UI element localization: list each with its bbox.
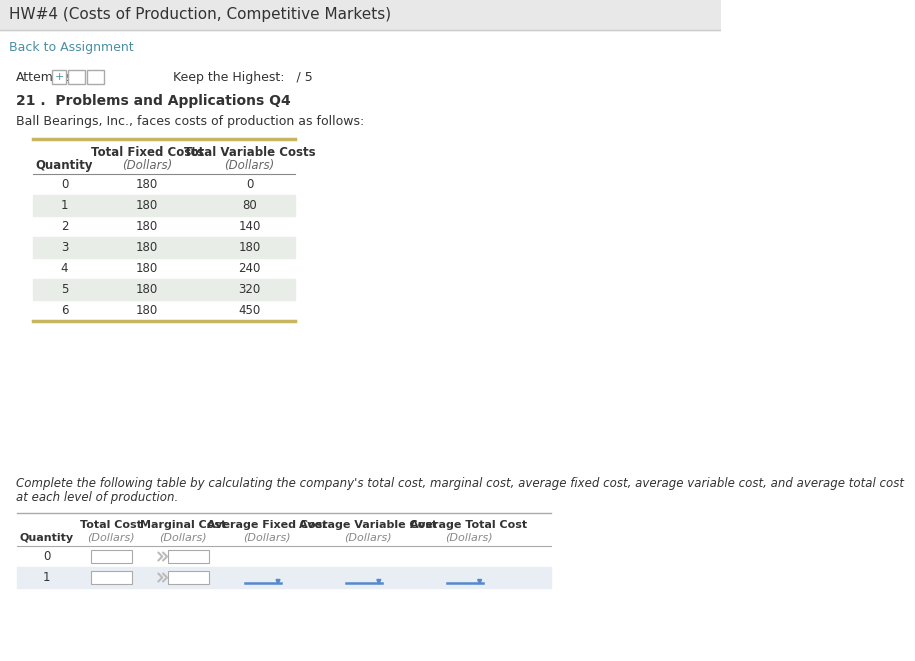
Text: Total Fixed Costs: Total Fixed Costs <box>91 145 204 159</box>
Bar <box>87 70 104 84</box>
Text: 0: 0 <box>246 178 253 191</box>
Text: 450: 450 <box>239 304 261 317</box>
Text: Quantity: Quantity <box>20 533 74 543</box>
Text: 21 .  Problems and Applications Q4: 21 . Problems and Applications Q4 <box>16 94 290 108</box>
Text: Complete the following table by calculating the company's total cost, marginal c: Complete the following table by calculat… <box>16 477 904 490</box>
Text: Quantity: Quantity <box>36 159 93 173</box>
Text: 180: 180 <box>136 199 158 212</box>
Text: Total Cost: Total Cost <box>81 520 142 530</box>
Text: (Dollars): (Dollars) <box>87 533 135 543</box>
Text: Ball Bearings, Inc., faces costs of production as follows:: Ball Bearings, Inc., faces costs of prod… <box>16 114 364 128</box>
Bar <box>167 571 209 584</box>
Text: Back to Assignment: Back to Assignment <box>9 42 135 54</box>
Bar <box>91 571 132 584</box>
Bar <box>68 70 85 84</box>
Text: at each level of production.: at each level of production. <box>16 492 178 504</box>
Text: 0: 0 <box>43 550 50 563</box>
Polygon shape <box>377 580 381 584</box>
Text: (Dollars): (Dollars) <box>122 159 172 173</box>
Polygon shape <box>478 580 481 584</box>
Text: 240: 240 <box>239 262 261 275</box>
Text: Keep the Highest:   / 5: Keep the Highest: / 5 <box>173 71 313 83</box>
Text: 5: 5 <box>61 283 69 296</box>
Text: Average Total Cost: Average Total Cost <box>410 520 527 530</box>
Text: 80: 80 <box>242 199 257 212</box>
Text: 180: 180 <box>136 241 158 254</box>
Text: 180: 180 <box>239 241 261 254</box>
Text: Average Fixed Cost: Average Fixed Cost <box>207 520 328 530</box>
Text: (Dollars): (Dollars) <box>344 533 392 543</box>
Text: 180: 180 <box>136 220 158 233</box>
Text: (Dollars): (Dollars) <box>224 159 274 173</box>
Text: 180: 180 <box>136 304 158 317</box>
Bar <box>52 70 66 84</box>
Text: Average Variable Cost: Average Variable Cost <box>298 520 436 530</box>
Text: HW#4 (Costs of Production, Competitive Markets): HW#4 (Costs of Production, Competitive M… <box>9 7 392 22</box>
Bar <box>33 237 296 258</box>
Text: 1: 1 <box>43 571 50 584</box>
Text: 6: 6 <box>60 304 69 317</box>
Text: Attempts:: Attempts: <box>16 71 77 83</box>
Text: 3: 3 <box>61 241 69 254</box>
Polygon shape <box>276 580 280 584</box>
Bar <box>33 195 296 216</box>
Text: Total Variable Costs: Total Variable Costs <box>184 145 316 159</box>
Text: (Dollars): (Dollars) <box>445 533 492 543</box>
Text: (Dollars): (Dollars) <box>159 533 207 543</box>
Text: 180: 180 <box>136 283 158 296</box>
Text: 0: 0 <box>61 178 69 191</box>
Text: 1: 1 <box>60 199 69 212</box>
Text: 320: 320 <box>239 283 261 296</box>
Bar <box>91 550 132 563</box>
Bar <box>17 567 552 588</box>
Bar <box>167 550 209 563</box>
Text: Marginal Cost: Marginal Cost <box>140 520 226 530</box>
Text: 180: 180 <box>136 178 158 191</box>
Bar <box>33 279 296 300</box>
Text: (Dollars): (Dollars) <box>243 533 291 543</box>
Text: 180: 180 <box>136 262 158 275</box>
Text: 4: 4 <box>60 262 69 275</box>
Bar <box>0 0 721 30</box>
Text: 2: 2 <box>60 220 69 233</box>
Text: 140: 140 <box>239 220 261 233</box>
Text: +: + <box>54 72 64 82</box>
